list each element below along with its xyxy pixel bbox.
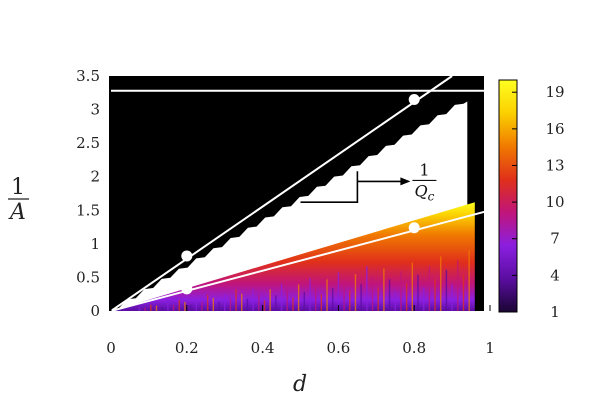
reference-line [110, 209, 491, 312]
reference-line [110, 75, 453, 312]
colorbar-tick-label: 7 [550, 230, 560, 248]
data-marker [181, 283, 193, 295]
colorbar-gradient [498, 79, 518, 313]
y-tick-label: 1.5 [76, 201, 100, 219]
x-tick-label: 0.2 [175, 339, 199, 357]
colorbar-tick-label: 4 [550, 266, 560, 284]
reference-lines [110, 75, 491, 312]
y-tick-label: 0.5 [76, 268, 100, 286]
annotation-q: Q [414, 181, 427, 200]
colorbar-tick-label: 13 [545, 156, 564, 174]
y-axis-label-numerator: 1 [11, 175, 25, 200]
data-marker [181, 250, 193, 262]
y-tick-label: 1 [90, 235, 100, 253]
colorbar: 1 4 7 10 13 16 19 [498, 79, 565, 321]
band-stripes [133, 250, 470, 311]
y-tick-label: 0 [90, 302, 100, 320]
x-tick-label: 0.8 [402, 339, 426, 357]
data-marker [408, 222, 420, 234]
y-tick-label: 2 [90, 168, 100, 186]
annotation-arrowhead [400, 177, 411, 186]
x-tick-label: 0.4 [251, 339, 275, 357]
x-tick-label: 1 [485, 339, 495, 357]
y-tick-label: 2.5 [76, 134, 100, 152]
colorbar-ticks: 1 4 7 10 13 16 19 [512, 83, 565, 321]
plot-area: 1 Qc [109, 75, 491, 312]
y-tick-label: 3.5 [76, 67, 100, 85]
x-axis-label: d [293, 372, 307, 397]
x-axis-ticks: 0 0.2 0.4 0.6 0.8 1 [106, 305, 495, 357]
y-axis-label: 1 A [8, 175, 29, 225]
colorbar-tick-label: 19 [545, 83, 564, 101]
annotation-numerator: 1 [419, 160, 429, 179]
colorbar-tick-label: 16 [545, 120, 564, 138]
y-axis-ticks: 0 0.5 1 1.5 2 2.5 3 3.5 [76, 67, 100, 320]
markers [181, 94, 420, 295]
annotation-subscript: c [428, 189, 435, 203]
y-axis-label-denominator: A [8, 200, 26, 225]
annotation-denominator: Qc [414, 181, 434, 203]
colorbar-tick-label: 1 [550, 303, 560, 321]
annotation: 1 Qc [300, 160, 437, 203]
colorbar-tick-label: 10 [545, 193, 564, 211]
y-tick-label: 3 [90, 101, 100, 119]
x-tick-label: 0 [106, 339, 116, 357]
data-marker [408, 94, 420, 105]
x-tick-label: 0.6 [326, 339, 350, 357]
